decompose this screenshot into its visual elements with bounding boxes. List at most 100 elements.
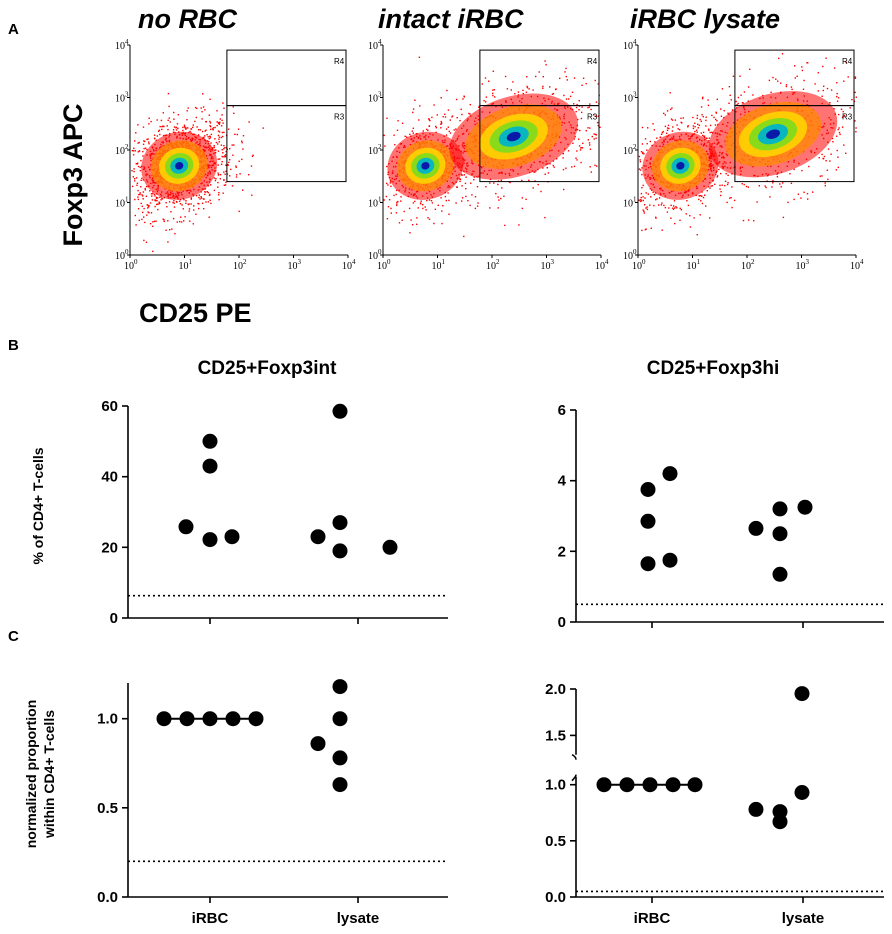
event-dot — [424, 206, 426, 208]
event-dot — [217, 130, 220, 132]
event-dot — [589, 127, 591, 129]
event-dot — [200, 107, 202, 109]
event-dot — [833, 108, 835, 110]
event-dot — [142, 198, 144, 200]
event-dot — [676, 124, 678, 126]
event-dot — [150, 193, 153, 195]
event-dot — [210, 133, 213, 136]
event-dot — [223, 131, 225, 134]
event-dot — [448, 213, 450, 215]
event-dot — [412, 132, 414, 134]
event-dot — [396, 204, 398, 207]
event-dot — [474, 196, 477, 198]
event-dot — [387, 184, 389, 186]
event-dot — [526, 87, 529, 89]
flow-x-axis-label: CD25 PE — [139, 298, 252, 328]
event-dot — [794, 65, 796, 67]
event-dot — [700, 194, 702, 197]
y-tick-label: 0.5 — [97, 800, 118, 817]
event-dot — [441, 222, 443, 225]
event-dot — [642, 209, 644, 211]
event-dot — [209, 125, 211, 127]
data-point-irbc — [662, 552, 678, 568]
event-dot — [163, 220, 165, 223]
y-tick-exponent: 0 — [125, 248, 129, 256]
event-dot — [217, 134, 220, 137]
event-dot — [396, 189, 398, 192]
data-point-lysate — [332, 403, 348, 419]
event-dot — [401, 219, 403, 221]
event-dot — [645, 192, 647, 194]
event-dot — [204, 191, 207, 193]
event-dot — [235, 166, 237, 168]
event-dot — [563, 94, 565, 97]
event-dot — [576, 129, 579, 131]
y-tick-label: 10 — [368, 41, 378, 52]
event-dot — [221, 161, 223, 163]
event-dot — [395, 193, 397, 196]
event-dot — [542, 85, 544, 88]
event-dot — [233, 112, 235, 114]
event-dot — [157, 208, 159, 211]
panel-label-a: A — [8, 21, 19, 38]
event-dot — [837, 156, 839, 158]
event-dot — [435, 125, 437, 128]
event-dot — [642, 199, 644, 202]
event-dot — [223, 179, 225, 181]
event-dot — [812, 191, 814, 193]
event-dot — [664, 206, 667, 209]
x-tick-exponent: 0 — [642, 258, 646, 266]
event-dot — [790, 86, 793, 88]
event-dot — [591, 135, 593, 138]
event-dot — [664, 125, 667, 128]
event-dot — [386, 165, 388, 168]
event-dot — [823, 155, 826, 158]
event-dot — [204, 130, 206, 132]
event-dot — [855, 131, 857, 133]
y-tick-exponent: 4 — [125, 38, 129, 46]
event-dot — [780, 82, 782, 84]
event-dot — [133, 147, 135, 149]
event-dot — [562, 153, 564, 155]
event-dot — [580, 117, 583, 120]
event-dot — [843, 144, 845, 146]
event-dot — [671, 130, 674, 132]
event-dot — [217, 143, 219, 145]
event-dot — [135, 132, 137, 134]
event-dot — [703, 135, 706, 137]
event-dot — [219, 122, 221, 124]
event-dot — [706, 190, 708, 192]
event-dot — [216, 110, 218, 112]
event-dot — [581, 147, 584, 149]
event-dot — [578, 138, 580, 140]
data-point-irbc — [156, 711, 172, 727]
y-tick-label: 4 — [558, 473, 567, 490]
event-dot — [230, 168, 232, 171]
event-dot — [440, 197, 442, 199]
event-dot — [492, 92, 494, 95]
event-dot — [140, 186, 142, 188]
event-dot — [549, 86, 551, 88]
data-point-irbc — [202, 433, 218, 449]
event-dot — [429, 119, 431, 122]
event-dot — [390, 185, 392, 187]
event-dot — [144, 140, 146, 143]
flow-plot-irbc-lysate: iRBC lysate 10 010 010 110 110 210 210 310 310 41… — [623, 4, 864, 272]
event-dot — [674, 119, 677, 121]
event-dot — [552, 164, 554, 167]
event-dot — [463, 96, 465, 98]
data-point-irbc — [179, 711, 195, 727]
event-dot — [208, 137, 210, 140]
event-dot — [218, 141, 220, 143]
event-dot — [758, 185, 760, 187]
event-dot — [190, 197, 192, 199]
event-dot — [182, 126, 184, 129]
event-dot — [238, 210, 240, 213]
event-dot — [231, 185, 234, 187]
event-dot — [418, 119, 420, 121]
event-dot — [396, 129, 399, 131]
event-dot — [449, 132, 452, 134]
event-dot — [147, 211, 149, 213]
event-dot — [159, 125, 161, 128]
event-dot — [837, 128, 839, 131]
